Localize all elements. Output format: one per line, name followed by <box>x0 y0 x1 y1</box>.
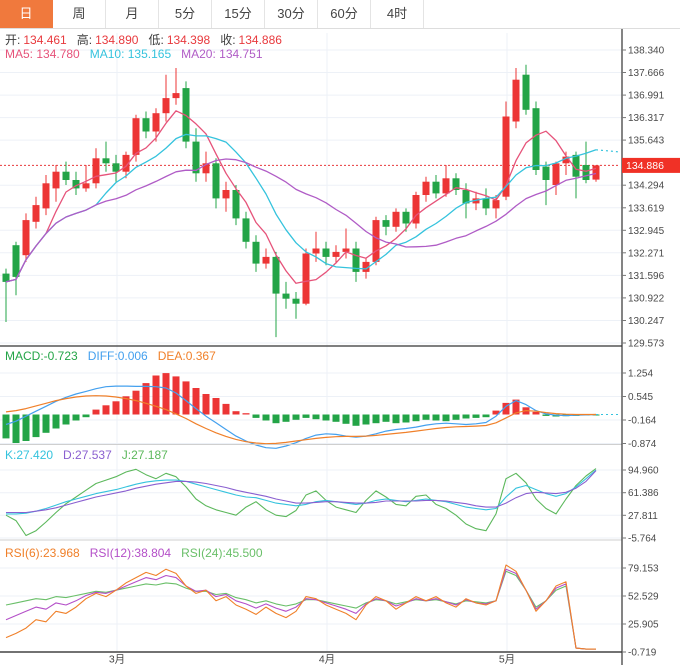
high-value: 134.890 <box>95 33 139 47</box>
macd-lines <box>5 385 620 449</box>
y-axis: 138.340 137.666 136.991 136.317 135.643 134.2… <box>621 28 680 665</box>
svg-text:52.529: 52.529 <box>628 592 659 603</box>
open-label: 开: <box>5 33 21 47</box>
tab-week[interactable]: 周 <box>53 0 106 28</box>
tab-15min[interactable]: 15分 <box>212 0 265 28</box>
svg-text:94.960: 94.960 <box>628 466 659 477</box>
ohlc-readout: 开: 134.461 高: 134.890 低: 134.398 收: 134.886 <box>5 31 285 48</box>
svg-text:3月: 3月 <box>109 654 125 665</box>
tab-month[interactable]: 月 <box>106 0 159 28</box>
ma10-value: MA10: 135.165 <box>89 47 172 61</box>
low-value: 134.398 <box>166 33 211 47</box>
svg-text:137.666: 137.666 <box>628 68 665 79</box>
ma5-value: MA5: 134.780 <box>5 47 80 61</box>
tab-day[interactable]: 日 <box>0 0 53 28</box>
svg-text:-5.764: -5.764 <box>628 534 657 545</box>
svg-text:61.386: 61.386 <box>628 488 659 499</box>
svg-text:27.811: 27.811 <box>628 511 658 522</box>
svg-text:131.596: 131.596 <box>628 271 665 282</box>
rsi12-value: RSI(12):38.804 <box>89 546 172 560</box>
timeframe-tabbar: 日 周 月 5分 15分 30分 60分 4时 <box>0 0 680 29</box>
rsi-lines <box>5 564 596 650</box>
close-value: 134.886 <box>238 33 282 47</box>
tab-30min[interactable]: 30分 <box>265 0 318 28</box>
svg-text:-0.164: -0.164 <box>628 416 657 427</box>
svg-text:4月: 4月 <box>319 654 335 665</box>
candlestick-series <box>2 64 600 338</box>
ma-readout: MA5: 134.780 MA10: 135.165 MA20: 134.751 <box>5 47 266 61</box>
macd-value: MACD:-0.723 <box>5 349 78 363</box>
tab-60min[interactable]: 60分 <box>318 0 371 28</box>
svg-text:130.247: 130.247 <box>628 316 665 327</box>
svg-text:-0.874: -0.874 <box>628 439 657 450</box>
svg-text:79.153: 79.153 <box>628 564 659 575</box>
svg-text:130.922: 130.922 <box>628 293 665 304</box>
dea-value: DEA:0.367 <box>157 349 216 363</box>
svg-text:132.945: 132.945 <box>628 226 665 237</box>
svg-text:133.619: 133.619 <box>628 203 665 214</box>
kdj-readout: K:27.420 D:27.537 J:27.187 <box>5 448 171 462</box>
svg-text:138.340: 138.340 <box>628 46 665 57</box>
open-value: 134.461 <box>23 33 67 47</box>
svg-text:1.254: 1.254 <box>628 369 653 380</box>
svg-text:134.294: 134.294 <box>628 181 665 192</box>
current-price-badge: 134.886 <box>622 157 680 173</box>
macd-readout: MACD:-0.723 DIFF:0.006 DEA:0.367 <box>5 349 219 363</box>
rsi24-value: RSI(24):45.500 <box>181 546 263 560</box>
svg-text:132.271: 132.271 <box>628 248 665 259</box>
tab-4hour[interactable]: 4时 <box>371 0 424 28</box>
tab-5min[interactable]: 5分 <box>159 0 212 28</box>
rsi-readout: RSI(6):23.968 RSI(12):38.804 RSI(24):45.50… <box>5 546 266 560</box>
high-label: 高: <box>76 33 93 47</box>
low-label: 低: <box>148 33 164 47</box>
svg-text:134.886: 134.886 <box>626 160 664 172</box>
svg-text:25.905: 25.905 <box>628 620 659 631</box>
svg-text:5月: 5月 <box>499 654 515 665</box>
k-value: K:27.420 <box>5 448 54 462</box>
x-axis-months: 3月 4月 5月 <box>109 654 515 665</box>
svg-text:135.643: 135.643 <box>628 136 665 147</box>
ma-lines <box>5 110 619 284</box>
svg-text:0.545: 0.545 <box>628 392 653 403</box>
svg-text:136.991: 136.991 <box>628 91 665 102</box>
kdj-lines <box>5 468 597 537</box>
diff-value: DIFF:0.006 <box>87 349 148 363</box>
rsi6-value: RSI(6):23.968 <box>5 546 80 560</box>
j-value: J:27.187 <box>121 448 168 462</box>
close-label: 收: <box>220 33 236 47</box>
svg-text:136.317: 136.317 <box>628 113 665 124</box>
svg-text:129.573: 129.573 <box>628 339 665 350</box>
d-value: D:27.537 <box>63 448 112 462</box>
svg-text:-0.719: -0.719 <box>628 648 657 659</box>
ma20-value: MA20: 134.751 <box>181 47 263 61</box>
macd-histogram <box>2 373 600 443</box>
panel-borders <box>0 345 680 653</box>
